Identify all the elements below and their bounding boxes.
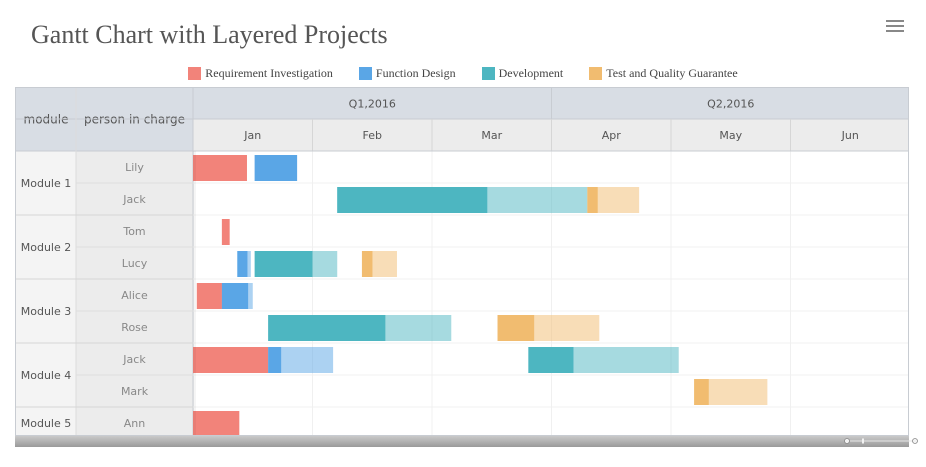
- legend-label: Development: [498, 66, 564, 80]
- legend-item[interactable]: Test and Quality Guarantee: [589, 66, 738, 81]
- module-column-background: [16, 151, 76, 435]
- task-bar-progress[interactable]: [237, 251, 248, 277]
- task-bar-progress[interactable]: [221, 283, 249, 309]
- task-bar-progress[interactable]: [694, 379, 709, 405]
- task-bar-progress[interactable]: [337, 187, 488, 213]
- legend: Requirement Investigation Function Design…: [0, 66, 926, 82]
- module-label: Module 1: [21, 177, 72, 190]
- scroll-zoom-slider[interactable]: [843, 438, 919, 444]
- slider-right-handle[interactable]: [912, 438, 918, 444]
- task-bar-progress[interactable]: [193, 155, 247, 181]
- month-label: Apr: [602, 129, 622, 142]
- module-label: Module 5: [21, 417, 72, 430]
- task-bar-progress[interactable]: [497, 315, 535, 341]
- gantt-chart: module person in charge Q1,2016 Q2,2016 Jan F…: [15, 87, 909, 436]
- person-label: Mark: [121, 385, 149, 398]
- task-bar-progress[interactable]: [528, 347, 574, 373]
- person-label: Ann: [124, 417, 145, 430]
- quarter-label: Q2,2016: [707, 98, 754, 111]
- person-label: Jack: [122, 353, 146, 366]
- legend-swatch: [481, 67, 495, 80]
- person-label: Jack: [122, 193, 146, 206]
- chart-title: Gantt Chart with Layered Projects: [31, 20, 388, 49]
- legend-swatch: [188, 67, 202, 80]
- column-header-background: [16, 119, 193, 151]
- task-bar-progress[interactable]: [254, 251, 313, 277]
- slider-left-handle[interactable]: [844, 438, 850, 444]
- label-column-shadow: [193, 151, 196, 435]
- month-label: May: [719, 129, 742, 142]
- person-label: Lily: [125, 161, 144, 174]
- legend-label: Requirement Investigation: [205, 66, 333, 80]
- task-bar-progress[interactable]: [193, 411, 240, 436]
- task-bar-progress[interactable]: [587, 187, 598, 213]
- month-label: Feb: [363, 129, 382, 142]
- slider-thumb[interactable]: [862, 438, 864, 444]
- hamburger-menu-icon[interactable]: [886, 20, 904, 34]
- legend-swatch: [589, 67, 603, 80]
- task-bar-progress[interactable]: [196, 283, 222, 309]
- person-column-background: [76, 151, 193, 435]
- person-label: Alice: [121, 289, 148, 302]
- legend-label: Function Design: [375, 66, 456, 80]
- legend-swatch: [358, 67, 372, 80]
- legend-item[interactable]: Function Design: [358, 66, 456, 81]
- month-label: Mar: [481, 129, 502, 142]
- legend-label: Test and Quality Guarantee: [606, 66, 738, 80]
- quarter-label: Q1,2016: [349, 98, 396, 111]
- month-label: Jun: [841, 129, 859, 142]
- horizontal-scrollbar[interactable]: [15, 436, 918, 447]
- module-label: Module 4: [21, 369, 72, 382]
- task-bar-progress[interactable]: [254, 155, 298, 181]
- month-label: Jan: [243, 129, 261, 142]
- legend-item[interactable]: Development: [481, 66, 564, 81]
- person-label: Lucy: [122, 257, 148, 270]
- task-bar-progress[interactable]: [193, 347, 269, 373]
- legend-item[interactable]: Requirement Investigation: [188, 66, 333, 81]
- module-label: Module 2: [21, 241, 72, 254]
- quarter-header-background: [16, 88, 908, 119]
- task-bar-progress[interactable]: [268, 315, 386, 341]
- person-label: Tom: [122, 225, 145, 238]
- person-label: Rose: [121, 321, 148, 334]
- task-bar-progress[interactable]: [361, 251, 373, 277]
- task-bar-progress[interactable]: [268, 347, 282, 373]
- module-label: Module 3: [21, 305, 72, 318]
- task-bar-progress[interactable]: [221, 219, 230, 245]
